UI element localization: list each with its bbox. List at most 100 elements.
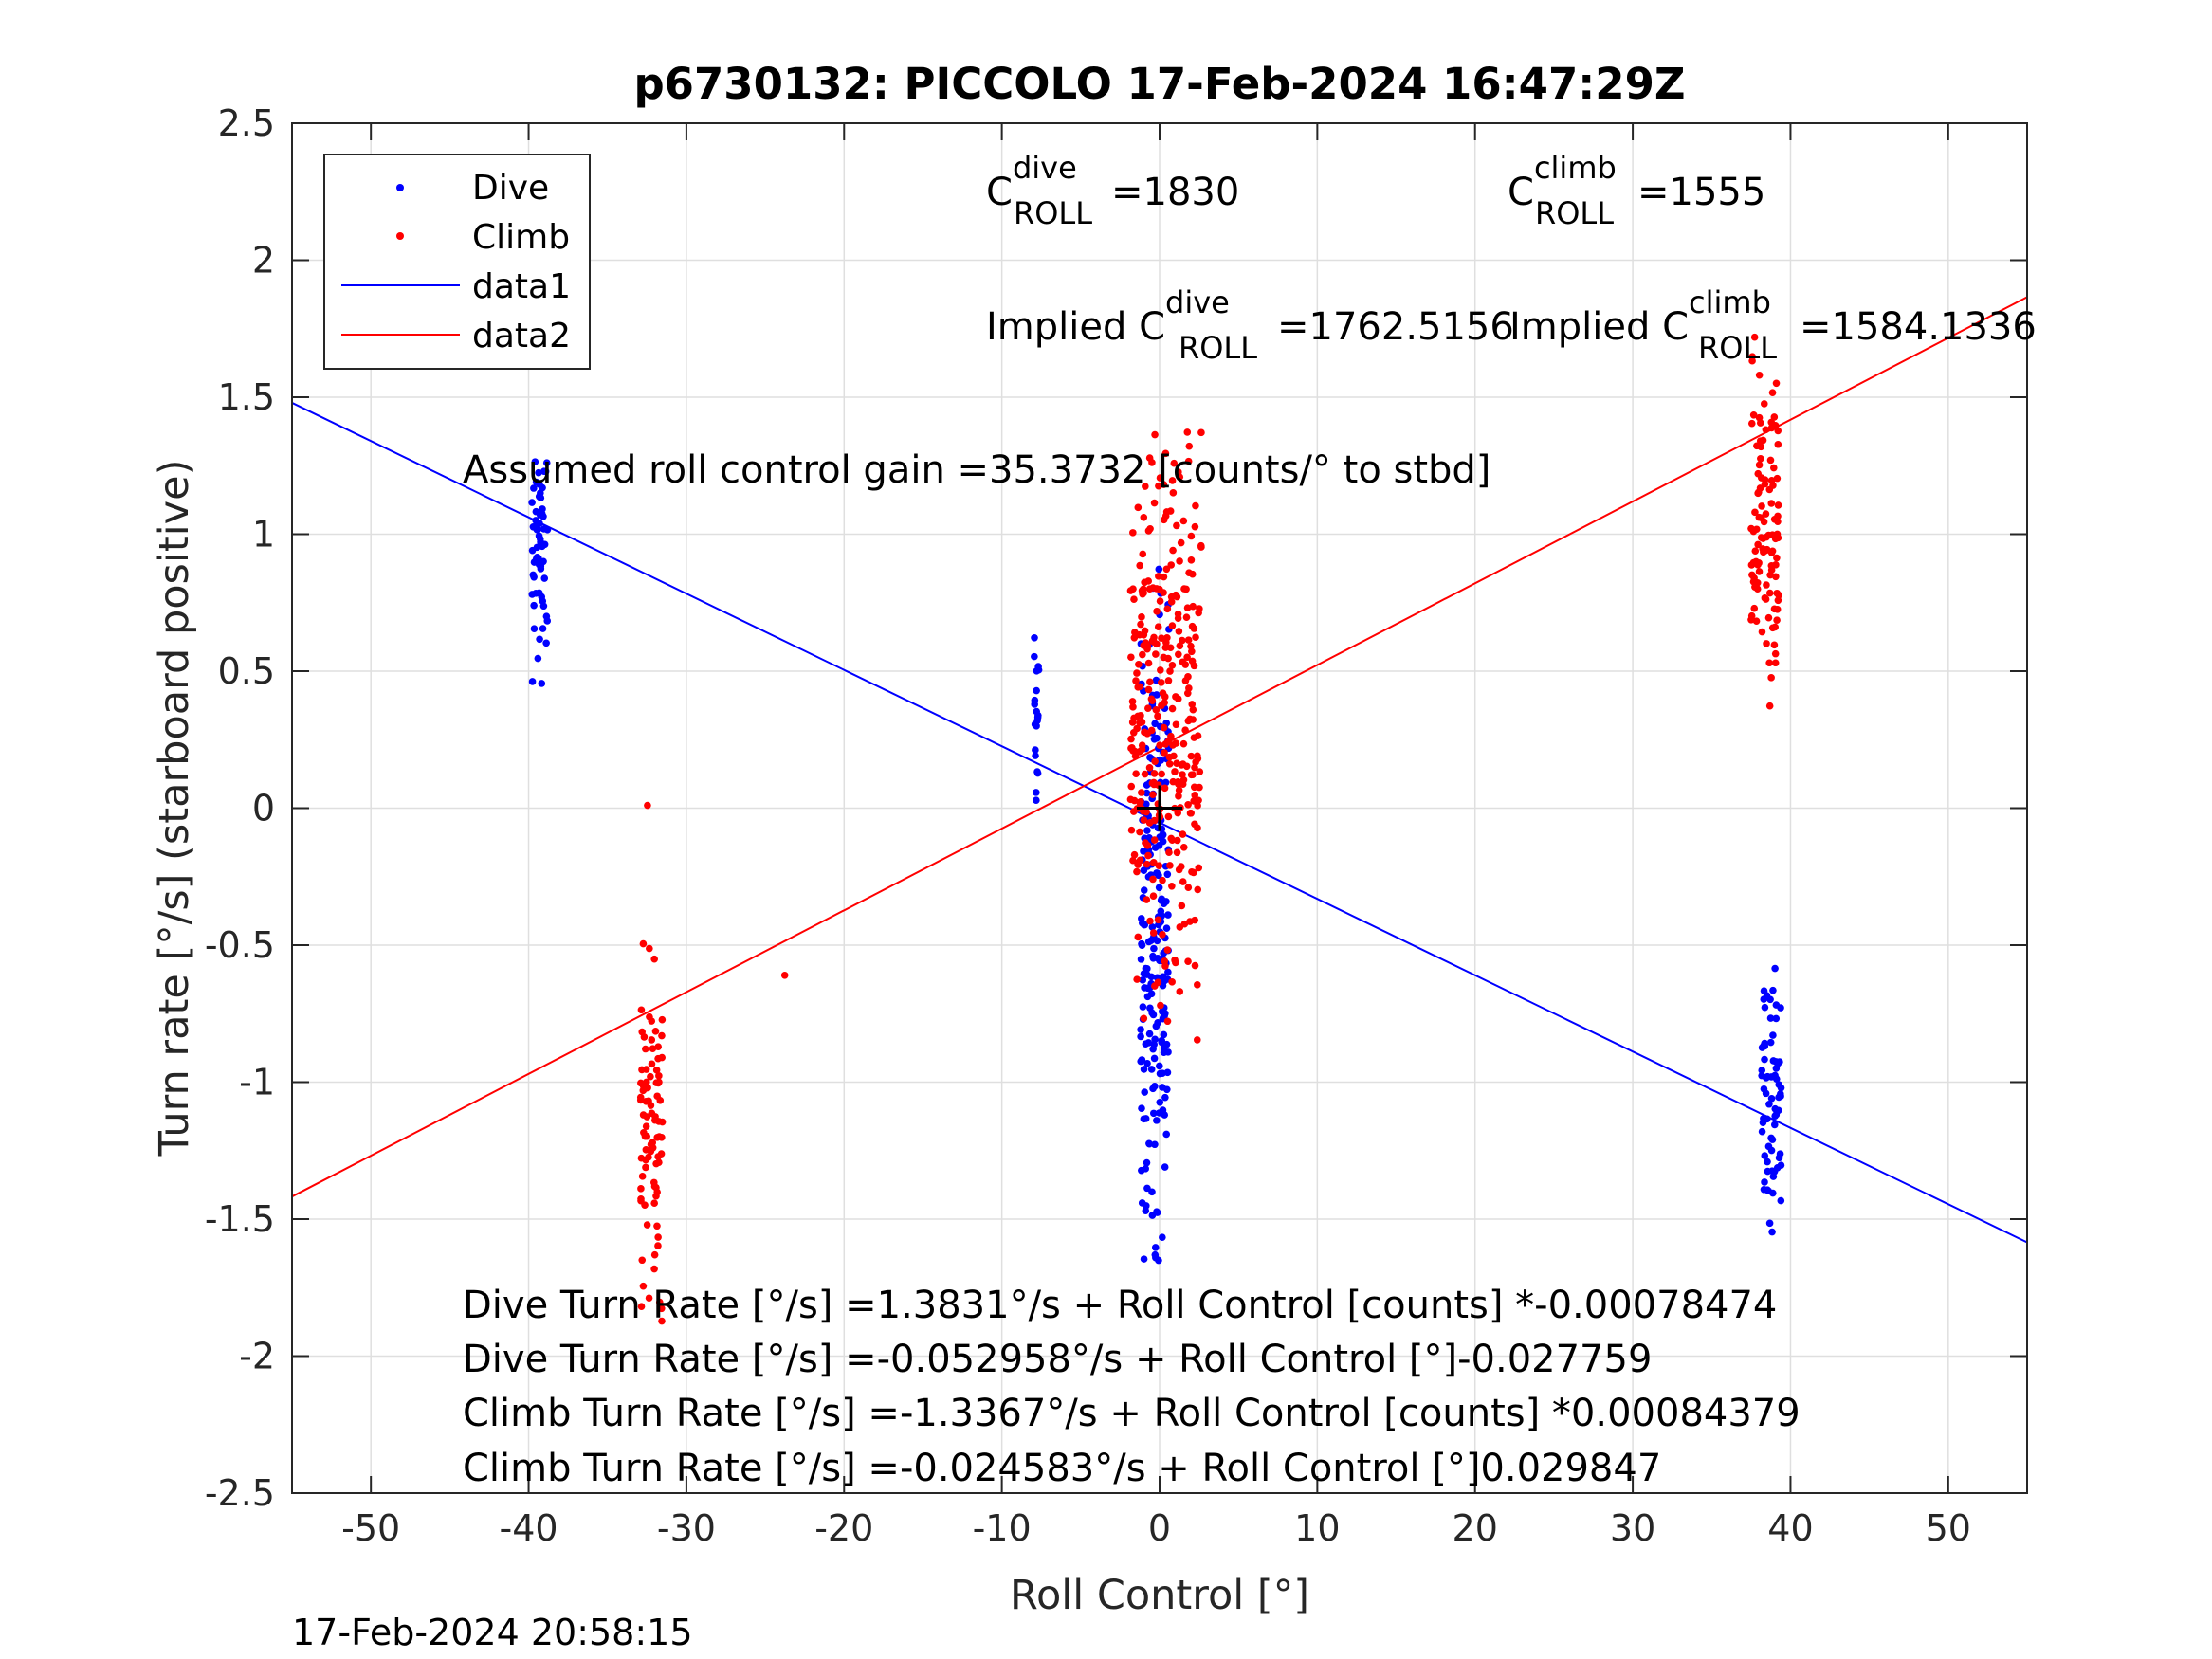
dive-point [535, 532, 543, 540]
dive-point [1164, 911, 1172, 919]
dive-point [1162, 1040, 1171, 1048]
climb-point [1193, 1036, 1201, 1044]
y-tick-label: 0.5 [218, 650, 275, 692]
climb-point [1128, 698, 1137, 705]
climb-point [1129, 856, 1137, 865]
climb-point [1175, 628, 1183, 635]
climb-point [1163, 1017, 1172, 1026]
climb-point [1756, 419, 1764, 427]
dive-point [1149, 1045, 1157, 1053]
climb-point [1191, 522, 1199, 531]
climb-point [1129, 703, 1137, 711]
dive-point [1761, 1055, 1768, 1064]
climb-point [1143, 896, 1151, 903]
climb-point [1149, 929, 1158, 937]
dive-point [1153, 734, 1161, 742]
climb-point [1173, 848, 1181, 857]
dive-point [542, 639, 550, 647]
dive-point [1766, 1038, 1775, 1047]
dive-point [1151, 1140, 1159, 1149]
climb-point [1150, 770, 1159, 777]
dive-point [1034, 663, 1042, 670]
climb-point [1169, 546, 1177, 555]
climb-point [1144, 704, 1152, 712]
climb-point [1183, 653, 1191, 662]
climb-point [1755, 371, 1764, 379]
climb-point [1137, 712, 1144, 720]
climb-point [647, 1072, 654, 1081]
climb-point [1159, 876, 1166, 884]
climb-point [1192, 501, 1199, 510]
climb-point [1168, 836, 1177, 844]
dive-point [1138, 1056, 1146, 1064]
climb-point [1149, 892, 1158, 901]
climb-point [1133, 669, 1141, 677]
climb-point [1128, 719, 1137, 726]
implied-c-dive-annotation: Implied Cdive ROLL =1762.5156 [986, 284, 1514, 366]
climb-point [1168, 477, 1177, 484]
climb-point [1143, 842, 1152, 849]
dive-point [531, 458, 539, 465]
climb-point [1186, 715, 1194, 723]
dive-point [1138, 1104, 1145, 1112]
dive-point [1034, 711, 1042, 720]
timestamp: 17-Feb-2024 20:58:15 [292, 1612, 693, 1653]
dive-point [1155, 841, 1163, 849]
climb-point [1194, 981, 1201, 989]
dive-point [1147, 990, 1156, 998]
dive-point [530, 573, 538, 581]
dive-point [1160, 900, 1168, 907]
x-tick-label: -50 [341, 1507, 400, 1549]
dive-point [1765, 1100, 1773, 1108]
climb-point [639, 939, 648, 948]
y-tick-label: -2.5 [205, 1472, 275, 1514]
climb-point [1127, 653, 1135, 662]
climb-point [1151, 430, 1159, 439]
climb-point [1136, 719, 1143, 727]
climb-point [1146, 917, 1154, 925]
dive-point [530, 601, 538, 610]
climb-point [637, 1006, 646, 1014]
climb-point [638, 1028, 647, 1036]
dive-point [1766, 1014, 1775, 1022]
dive-point [1162, 924, 1171, 933]
climb-point [1140, 1014, 1148, 1023]
climb-point [1770, 464, 1778, 472]
climb-point [1168, 661, 1177, 669]
climb-point [1166, 644, 1175, 652]
climb-point [1769, 482, 1777, 489]
climb-point [1175, 793, 1182, 800]
climb-point [1149, 791, 1157, 798]
climb-point [1134, 684, 1143, 691]
climb-point [656, 1097, 665, 1104]
climb-point [1748, 571, 1756, 579]
climb-point [652, 1192, 660, 1200]
climb-point [1148, 459, 1156, 466]
dive-point [1139, 1003, 1147, 1011]
climb-point [1159, 689, 1167, 697]
chart-title: p6730132: PICCOLO 17-Feb-2024 16:47:29Z [633, 59, 1685, 109]
climb-point [1194, 885, 1202, 894]
climb-point [1157, 666, 1164, 674]
dive-point [1772, 1065, 1781, 1072]
dive-point [1158, 1037, 1166, 1045]
x-tick-label: 10 [1294, 1507, 1340, 1549]
y-tick-label: 2.5 [218, 102, 275, 144]
climb-point [1164, 812, 1173, 821]
dive-point [1761, 1178, 1768, 1186]
climb-point [1191, 763, 1198, 772]
dive-point [1760, 1085, 1768, 1093]
dive-point [1140, 1255, 1148, 1263]
dive-point [1148, 1009, 1156, 1017]
x-tick-label: -30 [657, 1507, 716, 1549]
dive-point [1032, 746, 1039, 754]
dive-point [1160, 1030, 1168, 1039]
x-tick-label: -40 [500, 1507, 558, 1549]
climb-point [655, 1298, 664, 1306]
x-tick-label: -20 [814, 1507, 873, 1549]
dive-point [1770, 1121, 1779, 1129]
climb-point [1197, 428, 1205, 437]
dive-point [536, 635, 543, 644]
dive-point [1767, 1094, 1776, 1103]
climb-point [1166, 862, 1174, 869]
